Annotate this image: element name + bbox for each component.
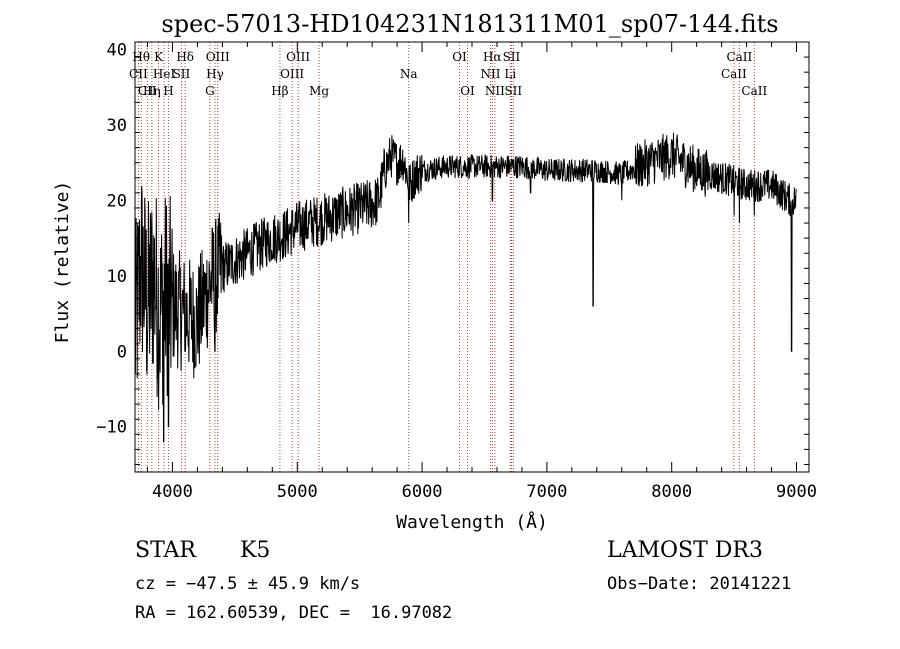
line-label: Na <box>400 67 418 81</box>
emission-line-labels: CIIHθCIIHηKHeIHSIIHδGHγOIIIHβOIIIOIIIMgN… <box>129 50 767 98</box>
line-label: OIII <box>280 67 304 81</box>
line-label: G <box>205 84 215 98</box>
y-tick-label: 0 <box>117 342 127 362</box>
line-label: CII <box>129 67 148 81</box>
line-label: OIII <box>206 50 230 64</box>
x-tick-label: 7000 <box>526 482 567 502</box>
line-label: CaII <box>721 67 747 81</box>
line-label: CaII <box>726 50 752 64</box>
line-label: K <box>154 50 164 64</box>
line-label: NII <box>480 67 500 81</box>
line-label: Hθ <box>132 50 150 64</box>
flux-series-line <box>134 132 797 443</box>
x-tick-label: 9000 <box>776 482 817 502</box>
x-tick-label: 8000 <box>651 482 692 502</box>
y-axis-ticks: −10 0 10 20 30 40 <box>96 41 809 465</box>
subclass-label: K5 <box>240 538 271 563</box>
y-tick-label: 40 <box>107 41 127 61</box>
line-label: OI <box>460 84 475 98</box>
line-label: Hδ <box>176 50 194 64</box>
line-label: Li <box>504 67 516 81</box>
line-label: SII <box>503 50 521 64</box>
chart-title: spec-57013-HD104231N181311M01_sp07-144.f… <box>161 10 778 38</box>
x-tick-label: 6000 <box>402 482 443 502</box>
x-tick-label: 4000 <box>152 482 193 502</box>
line-label: H <box>163 84 173 98</box>
line-label: Hα <box>483 50 502 64</box>
line-label: CII <box>138 84 157 98</box>
line-label: Hη <box>143 84 161 98</box>
y-tick-label: −10 <box>96 418 127 438</box>
line-label: OIII <box>286 50 310 64</box>
y-tick-label: 10 <box>107 267 127 287</box>
redshift-text: cz = −47.5 ± 45.9 km/s <box>135 574 361 594</box>
line-label: Mg <box>309 84 329 98</box>
y-tick-label: 30 <box>107 116 127 136</box>
line-label: NII <box>485 84 505 98</box>
y-axis-label: Flux (relative) <box>52 181 73 344</box>
class-label: STAR <box>135 538 196 563</box>
x-tick-label: 5000 <box>277 482 318 502</box>
x-axis-label: Wavelength (Å) <box>396 511 548 533</box>
line-label: Hβ <box>271 84 288 98</box>
survey-label: LAMOST DR3 <box>607 538 763 563</box>
line-label: SII <box>504 84 522 98</box>
x-axis-ticks: 4000 5000 6000 7000 8000 9000 <box>146 42 817 502</box>
line-label: OI <box>452 50 467 64</box>
y-tick-label: 20 <box>107 191 127 211</box>
line-label: CaII <box>741 84 767 98</box>
coordinates-text: RA = 162.60539, DEC = 16.97082 <box>135 603 453 623</box>
line-label: HeI <box>153 67 176 81</box>
obs-date-text: Obs−Date: 20141221 <box>607 574 792 594</box>
line-label: Hγ <box>206 67 224 81</box>
line-label: SII <box>173 67 191 81</box>
